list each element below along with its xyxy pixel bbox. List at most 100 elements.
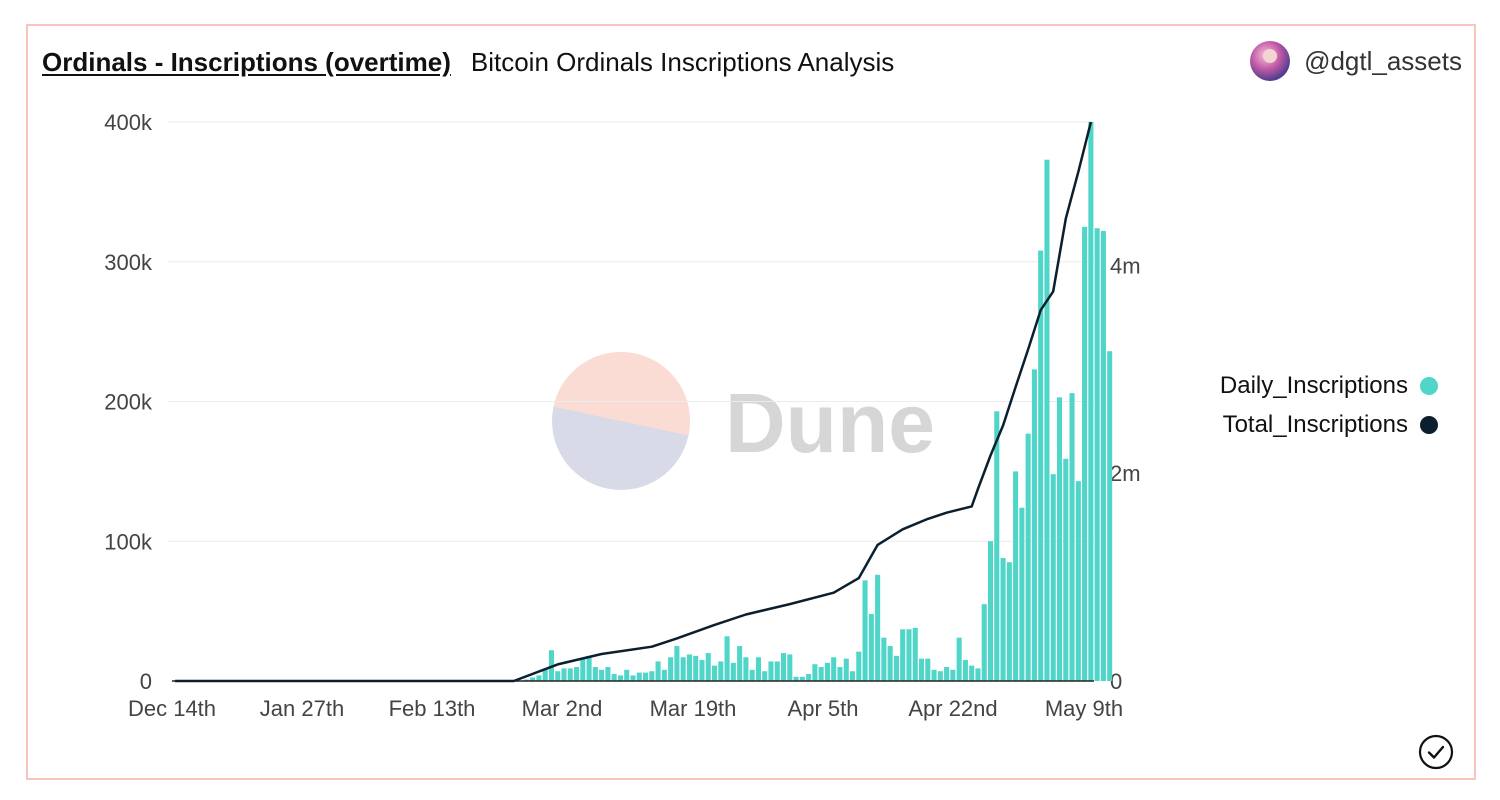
legend-dot-daily xyxy=(1420,376,1438,395)
legend-label-daily: Daily_Inscriptions xyxy=(1219,371,1408,399)
daily-bar xyxy=(1100,231,1106,681)
watermark-disc-top xyxy=(553,352,690,436)
daily-bar xyxy=(849,671,856,681)
daily-bar xyxy=(774,661,780,681)
daily-bar xyxy=(1019,507,1025,681)
daily-bar xyxy=(536,675,542,681)
daily-bar xyxy=(655,661,661,681)
daily-bar xyxy=(956,637,962,681)
x-tick-label: Mar 2nd xyxy=(522,696,603,721)
daily-bar xyxy=(555,671,561,681)
check-circle-icon[interactable] xyxy=(1418,734,1454,770)
daily-bar xyxy=(862,580,868,681)
daily-bar xyxy=(1044,159,1050,682)
watermark-text: Dune xyxy=(725,376,935,470)
daily-bar xyxy=(693,655,699,681)
dashboard-subtitle: Bitcoin Ordinals Inscriptions Analysis xyxy=(470,46,895,77)
daily-bar xyxy=(906,629,912,681)
daily-bar xyxy=(937,671,943,681)
daily-bar xyxy=(944,667,950,681)
daily-bar xyxy=(617,675,623,681)
daily-bar xyxy=(724,636,730,681)
daily-bar xyxy=(981,604,987,681)
daily-bar xyxy=(1031,369,1037,681)
daily-bar xyxy=(561,668,567,681)
daily-bar xyxy=(950,669,956,681)
daily-bar xyxy=(1107,351,1113,681)
daily-bar xyxy=(630,675,636,681)
daily-bar xyxy=(586,655,592,681)
daily-bar xyxy=(918,658,925,681)
x-tick-label: Mar 19th xyxy=(650,696,737,721)
y-right-tick-label: 4m xyxy=(1110,253,1141,278)
total-inscriptions-line xyxy=(175,121,1093,683)
daily-bar xyxy=(611,674,617,681)
daily-bar xyxy=(881,637,887,681)
daily-bar xyxy=(762,671,768,681)
daily-bar xyxy=(793,676,799,681)
query-title-link[interactable]: Ordinals - Inscriptions (overtime) xyxy=(42,46,451,77)
daily-bar xyxy=(818,667,824,681)
daily-bar xyxy=(875,574,881,681)
daily-bar xyxy=(824,662,830,681)
avatar xyxy=(1250,41,1291,81)
daily-bar xyxy=(1069,393,1075,681)
y-left-tick-label: 400k xyxy=(104,110,153,135)
user-link[interactable]: @dgtl_assets xyxy=(1250,40,1462,82)
daily-bar xyxy=(649,671,655,681)
daily-bar xyxy=(636,672,642,681)
daily-bars xyxy=(523,122,1113,682)
daily-bar xyxy=(856,651,862,681)
legend-item-total[interactable]: Total_Inscriptions xyxy=(1220,405,1438,444)
y-right-tick-label: 2m xyxy=(1110,461,1141,486)
y-left-tick-label: 100k xyxy=(104,529,153,554)
daily-bar xyxy=(643,672,649,681)
daily-bar xyxy=(931,669,937,681)
x-tick-label: Apr 22nd xyxy=(908,696,997,721)
daily-bar xyxy=(768,661,774,681)
daily-bar xyxy=(1050,474,1056,681)
daily-bar xyxy=(1006,562,1012,681)
daily-bar xyxy=(900,629,906,681)
daily-bar xyxy=(699,660,705,681)
daily-bar xyxy=(831,657,837,681)
legend-dot-total xyxy=(1420,415,1438,434)
daily-bar xyxy=(580,658,586,681)
daily-bar xyxy=(1025,433,1031,681)
daily-bar xyxy=(1038,250,1044,681)
daily-bar xyxy=(674,646,680,681)
daily-bar xyxy=(749,669,755,681)
daily-bar xyxy=(755,657,761,681)
daily-bar xyxy=(912,627,918,681)
daily-bar xyxy=(1063,458,1069,681)
daily-bar xyxy=(987,541,994,681)
daily-bar xyxy=(893,655,899,681)
daily-bar xyxy=(812,664,818,681)
daily-bar xyxy=(680,657,686,681)
x-tick-label: May 9th xyxy=(1045,696,1123,721)
daily-bar xyxy=(843,658,849,681)
legend-label-total: Total_Inscriptions xyxy=(1222,410,1408,438)
chart-header: Ordinals - Inscriptions (overtime) Bitco… xyxy=(42,42,894,82)
daily-bar xyxy=(975,668,981,681)
daily-bar xyxy=(737,646,743,681)
x-tick-label: Apr 5th xyxy=(788,696,859,721)
daily-bar xyxy=(994,411,1000,681)
y-right-tick-label: 0 xyxy=(1110,669,1122,694)
daily-bar xyxy=(787,654,793,681)
legend-item-daily[interactable]: Daily_Inscriptions xyxy=(1220,366,1438,405)
y-left-tick-label: 0 xyxy=(140,669,152,694)
daily-bar xyxy=(686,654,692,681)
daily-bar xyxy=(780,653,787,681)
daily-bar xyxy=(925,658,931,681)
daily-bar xyxy=(592,667,598,681)
username: @dgtl_assets xyxy=(1304,45,1462,76)
y-left-tick-label: 200k xyxy=(104,390,153,415)
x-tick-label: Jan 27th xyxy=(260,696,344,721)
daily-bar xyxy=(799,676,805,681)
daily-bar xyxy=(605,667,611,681)
daily-bar xyxy=(624,669,630,681)
daily-bar xyxy=(661,669,667,681)
daily-bar xyxy=(1082,226,1088,681)
